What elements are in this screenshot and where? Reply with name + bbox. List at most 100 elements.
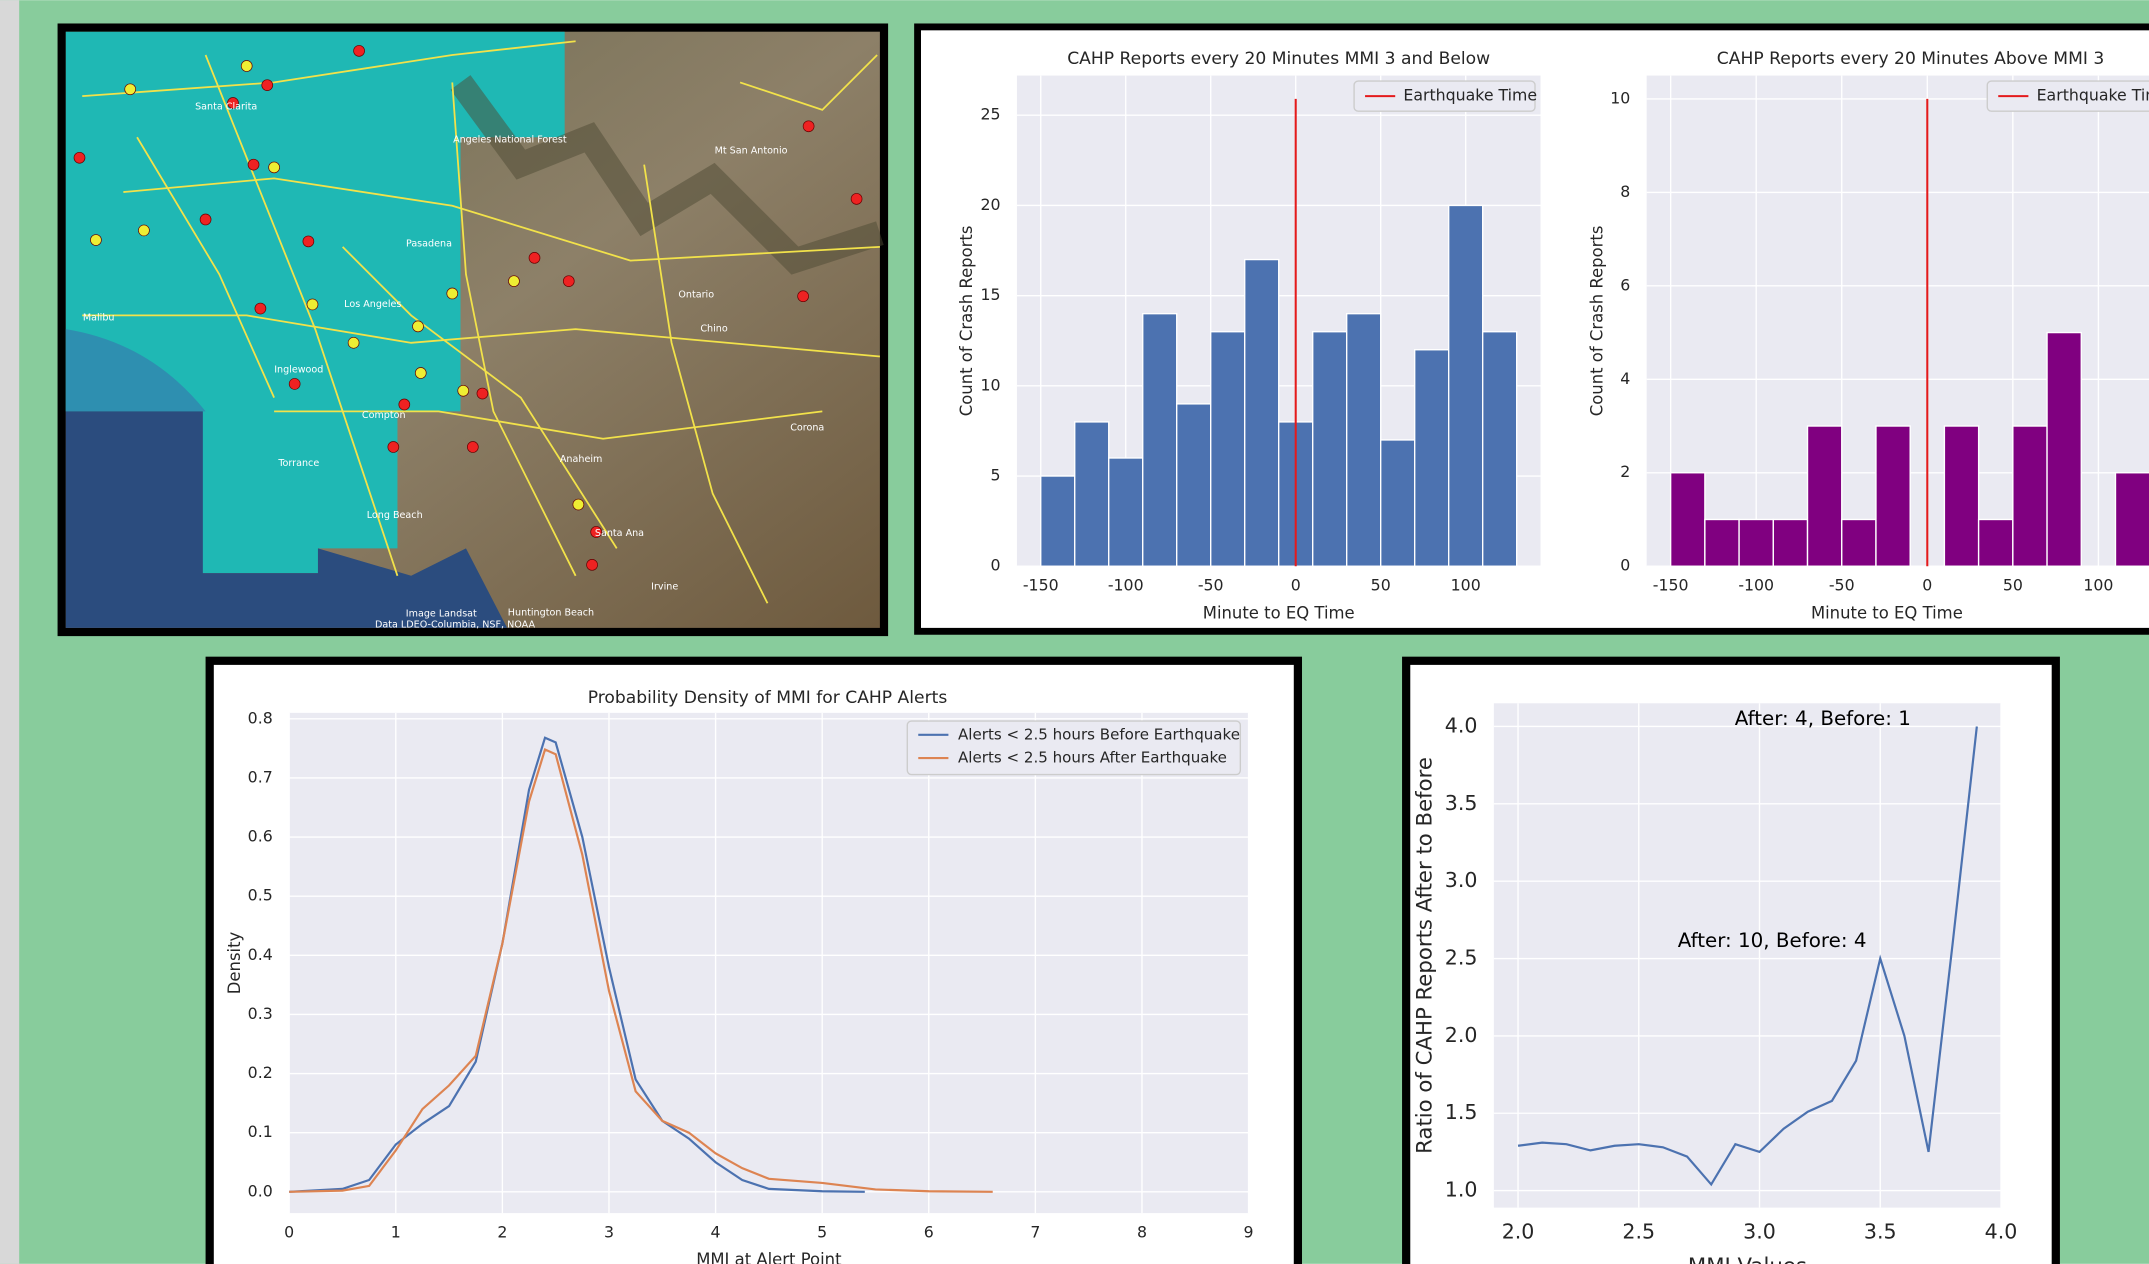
chart-title: CAHP Reports every 20 Minutes Above MMI … xyxy=(1717,49,2105,69)
bar xyxy=(1876,426,1910,566)
y-tick-label: 15 xyxy=(980,285,1000,304)
y-tick-label: 0.2 xyxy=(248,1063,273,1082)
y-tick-label: 2.0 xyxy=(1445,1023,1478,1047)
map-pin xyxy=(255,303,266,314)
side-strip xyxy=(0,0,19,1264)
plot-area xyxy=(289,713,1248,1213)
x-tick-label: -150 xyxy=(1653,576,1689,595)
x-tick-label: 0 xyxy=(284,1222,294,1241)
legend-label: Alerts < 2.5 hours Before Earthquake xyxy=(958,725,1240,743)
map-label: Torrance xyxy=(277,458,319,469)
page: Santa ClaritaAngeles National ForestMt S… xyxy=(0,0,2149,1264)
x-axis-label: Minute to EQ Time xyxy=(1203,603,1355,622)
y-tick-label: 0.0 xyxy=(248,1181,273,1200)
y-tick-label: 20 xyxy=(980,195,1000,214)
bar xyxy=(1671,473,1705,566)
y-tick-label: 0 xyxy=(990,556,1000,575)
y-axis-label: Count of Crash Reports xyxy=(1588,226,1607,417)
map-pin xyxy=(241,60,252,71)
bar xyxy=(1347,314,1381,567)
y-axis-label: Density xyxy=(225,931,244,994)
map-pin xyxy=(354,45,365,56)
y-tick-label: 4.0 xyxy=(1445,713,1478,737)
bar xyxy=(1979,519,2013,566)
x-tick-label: 4.0 xyxy=(1985,1219,2018,1243)
y-tick-label: 0 xyxy=(1620,556,1630,575)
y-tick-label: 5 xyxy=(990,466,1000,485)
y-tick-label: 6 xyxy=(1620,275,1630,294)
x-axis-label: MMI at Alert Point xyxy=(696,1250,842,1264)
map-pin xyxy=(125,84,136,95)
x-tick-label: 2 xyxy=(497,1222,507,1241)
bar xyxy=(1483,332,1517,567)
legend-label: Earthquake Time xyxy=(1403,86,1537,105)
annotation: After: 10, Before: 4 xyxy=(1678,929,1867,952)
map-pin xyxy=(563,276,574,287)
map-pin xyxy=(138,225,149,236)
map-label: Data LDEO-Columbia, NSF, NOAA xyxy=(375,620,535,631)
map-pin xyxy=(415,367,426,378)
map-pin xyxy=(248,159,259,170)
y-tick-label: 0.5 xyxy=(248,886,273,905)
y-tick-label: 3.0 xyxy=(1445,868,1478,892)
y-tick-label: 10 xyxy=(980,375,1000,394)
map-pin xyxy=(307,299,318,310)
y-tick-label: 0.7 xyxy=(248,767,273,786)
map-label: Irvine xyxy=(651,581,678,592)
map-label: Long Beach xyxy=(367,510,423,521)
annotation: After: 4, Before: 1 xyxy=(1735,707,1911,730)
y-tick-label: 1.5 xyxy=(1445,1100,1478,1124)
x-tick-label: 6 xyxy=(924,1222,934,1241)
map-pin xyxy=(447,288,458,299)
x-tick-label: 9 xyxy=(1244,1222,1254,1241)
map-pin xyxy=(573,499,584,510)
map-pin xyxy=(388,441,399,452)
y-tick-label: 2.5 xyxy=(1445,946,1478,970)
y-tick-label: 0.1 xyxy=(248,1122,273,1141)
bar xyxy=(2013,426,2047,566)
x-tick-label: 3.5 xyxy=(1864,1219,1897,1243)
map-pin xyxy=(289,378,300,389)
legend-label: Alerts < 2.5 hours After Earthquake xyxy=(958,749,1227,767)
x-tick-label: -100 xyxy=(1738,576,1774,595)
x-tick-label: 4 xyxy=(711,1222,721,1241)
bar xyxy=(1211,332,1245,567)
map-label: Inglewood xyxy=(274,365,323,376)
map-pin xyxy=(90,235,101,246)
map-label: Ontario xyxy=(678,289,714,300)
bar xyxy=(2047,333,2081,567)
bar xyxy=(1773,519,1807,566)
bar xyxy=(1109,458,1143,566)
y-tick-label: 10 xyxy=(1610,88,1630,107)
map-label: Anaheim xyxy=(560,454,602,465)
map-label: Los Angeles xyxy=(344,299,401,310)
map-label: Malibu xyxy=(83,313,115,324)
x-tick-label: 100 xyxy=(1451,576,1481,595)
y-tick-label: 4 xyxy=(1620,369,1630,388)
y-tick-label: 0.3 xyxy=(248,1004,273,1023)
bar xyxy=(1177,404,1211,566)
x-tick-label: -50 xyxy=(1198,576,1224,595)
bar xyxy=(1143,314,1177,567)
y-axis-label: Count of Crash Reports xyxy=(957,226,976,417)
map-pin xyxy=(413,321,424,332)
bar xyxy=(1415,350,1449,566)
x-tick-label: 3.0 xyxy=(1743,1219,1776,1243)
map-label: Huntington Beach xyxy=(508,607,594,618)
x-tick-label: 50 xyxy=(1371,576,1391,595)
x-tick-label: -150 xyxy=(1023,576,1059,595)
bar xyxy=(1381,440,1415,566)
y-tick-label: 0.8 xyxy=(248,708,273,727)
x-tick-label: 0 xyxy=(1291,576,1301,595)
map-pin xyxy=(798,291,809,302)
map-pin xyxy=(508,276,519,287)
y-tick-label: 1.0 xyxy=(1445,1178,1478,1202)
map-label: Pasadena xyxy=(406,239,452,250)
y-tick-label: 0.6 xyxy=(248,827,273,846)
bar xyxy=(1705,519,1739,566)
bar xyxy=(2115,473,2149,566)
y-axis-label: Ratio of CAHP Reports After to Before xyxy=(1412,757,1437,1154)
map-pin xyxy=(851,193,862,204)
map-pin xyxy=(399,399,410,410)
